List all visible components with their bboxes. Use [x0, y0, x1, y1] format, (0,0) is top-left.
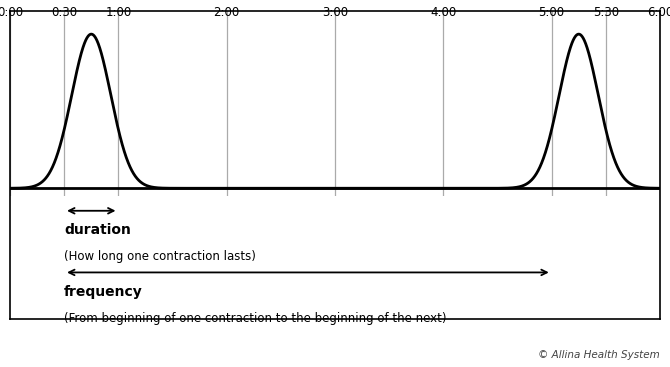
Text: 1:00: 1:00: [105, 6, 131, 19]
Text: 4:00: 4:00: [430, 6, 456, 19]
Text: 3:00: 3:00: [322, 6, 348, 19]
Text: 2:00: 2:00: [214, 6, 240, 19]
Text: 0:00: 0:00: [0, 6, 23, 19]
Text: 5:30: 5:30: [593, 6, 619, 19]
Text: (From beginning of one contraction to the beginning of the next): (From beginning of one contraction to th…: [64, 312, 447, 325]
Text: 6:00: 6:00: [647, 6, 670, 19]
Text: frequency: frequency: [64, 285, 143, 299]
Text: © Allina Health System: © Allina Health System: [538, 350, 660, 360]
Text: (How long one contraction lasts): (How long one contraction lasts): [64, 250, 256, 263]
Text: duration: duration: [64, 223, 131, 237]
Text: 5:00: 5:00: [539, 6, 565, 19]
Text: 0:30: 0:30: [51, 6, 77, 19]
